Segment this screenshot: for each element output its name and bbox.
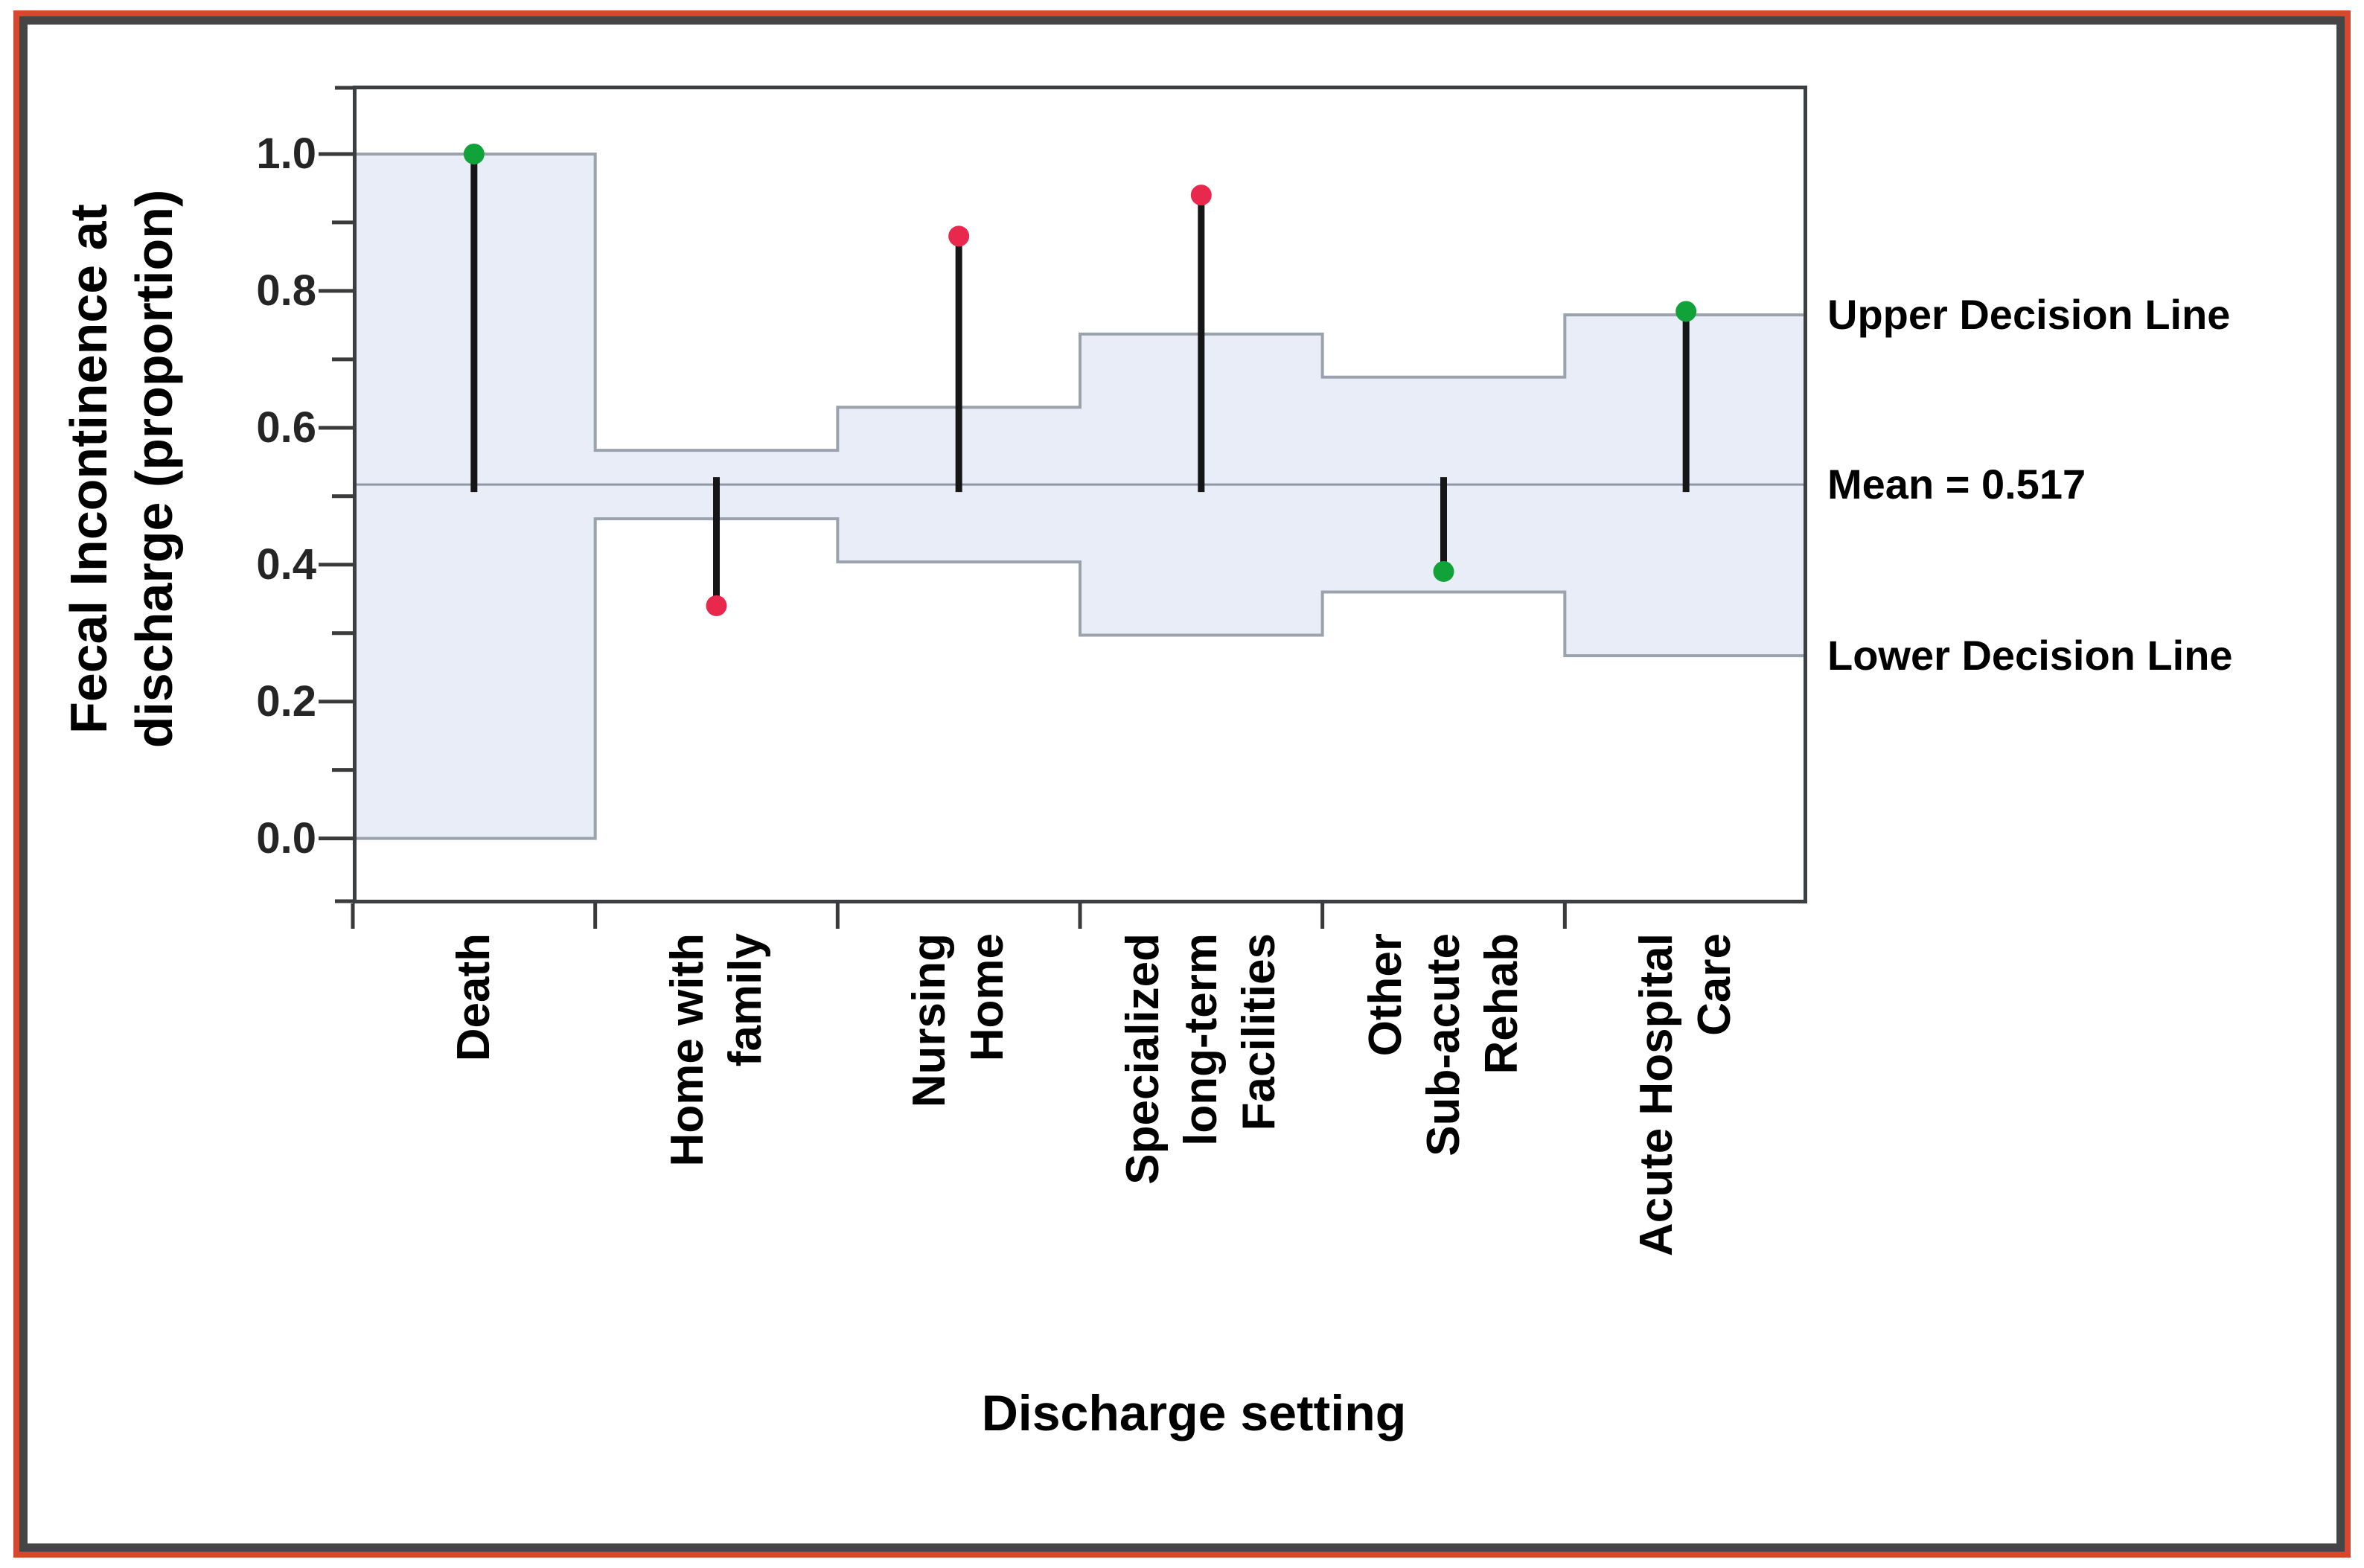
data-point	[1675, 301, 1697, 322]
x-axis-title: Discharge setting	[981, 1385, 1407, 1441]
y-tick-label: 0.2	[256, 676, 316, 726]
category-label: Acute Hospital Care	[1631, 933, 1741, 1257]
plot-area	[319, 86, 1807, 929]
data-point	[1190, 185, 1212, 206]
mean-value-label: Mean = 0.517	[1827, 461, 2086, 508]
y-tick-label: 0.4	[256, 540, 316, 589]
lower-decision-line-label: Lower Decision Line	[1827, 632, 2233, 679]
y-tick-label: 0.6	[256, 403, 316, 452]
data-point	[948, 225, 970, 247]
category-label: Death	[447, 933, 499, 1062]
upper-decision-line	[353, 152, 1807, 452]
category-label: Nursing Home	[904, 933, 1014, 1108]
upper-decision-line-label: Upper Decision Line	[1827, 291, 2231, 339]
decision-band-fill	[353, 153, 1807, 839]
category-label: Other Sub-acute Rehab	[1359, 933, 1527, 1156]
figure-outer-border	[13, 10, 2351, 1558]
lower-decision-line	[353, 517, 1807, 840]
data-point	[706, 595, 727, 616]
figure-inner-border	[19, 16, 2345, 1552]
y-tick-label: 0.0	[256, 813, 316, 863]
plot-frame	[353, 86, 1807, 903]
data-point	[1433, 560, 1454, 582]
category-label: Home with family	[661, 933, 771, 1167]
y-tick-label: 0.8	[256, 266, 316, 315]
y-tick-label: 1.0	[256, 129, 316, 178]
category-label: Specialized long-term Facilities	[1116, 933, 1285, 1185]
data-point	[463, 143, 485, 164]
